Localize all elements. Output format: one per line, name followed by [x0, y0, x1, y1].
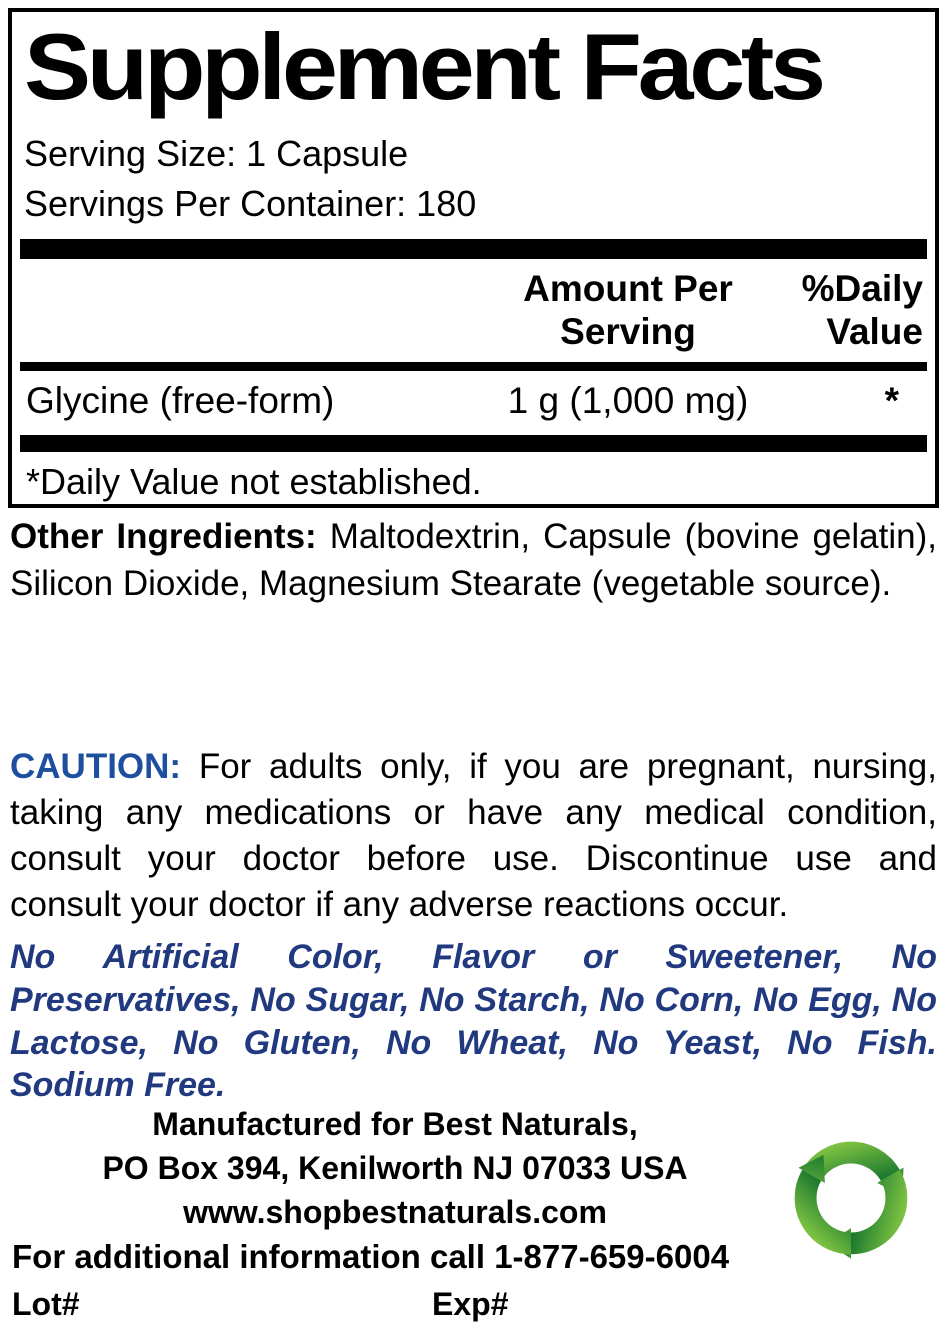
claims-paragraph: No Artificial Color, Flavor or Sweetener… — [10, 938, 937, 1105]
other-ingredients-label: Other Ingredients: — [10, 517, 317, 556]
servings-per-container: Servings Per Container: 180 — [24, 183, 477, 224]
caution-label: CAUTION: — [10, 747, 182, 786]
website-line: www.shopbestnaturals.com — [183, 1194, 607, 1231]
panel-title: Supplement Facts — [24, 14, 826, 119]
lot-exp-line: Lot# Exp# — [0, 1286, 947, 1323]
table-row: Glycine (free-form) 1 g (1,000 mg) * — [24, 371, 923, 435]
other-ingredients-paragraph: Other Ingredients: Maltodextrin, Capsule… — [10, 514, 937, 607]
manufacturer-line: Manufactured for Best Naturals, — [152, 1106, 638, 1142]
ingredient-daily-value: * — [884, 380, 899, 422]
address-line: PO Box 394, Kenilworth NJ 07033 USA — [102, 1150, 688, 1187]
column-header-dv-line1: %Daily — [801, 268, 923, 309]
column-header-amount: Amount Per Serving — [473, 268, 783, 353]
lot-label: Lot# — [12, 1286, 80, 1322]
recycle-icon — [767, 1100, 935, 1296]
caution-text: For adults only, if you are pregnant, nu… — [10, 747, 937, 924]
table-header-row: Amount Per Serving %Daily Value — [24, 268, 923, 353]
other-ingredients-text: Maltodextrin, Capsule (bovine gelatin), … — [10, 517, 937, 603]
footer: Manufactured for Best Naturals, PO Box 3… — [0, 1102, 947, 1323]
ingredient-name: Glycine (free-form) — [26, 380, 335, 422]
divider-thick-top — [20, 239, 927, 259]
header-spacer — [24, 268, 473, 353]
caution-paragraph: CAUTION: For adults only, if you are pre… — [10, 744, 937, 927]
divider-thin — [20, 362, 927, 372]
column-header-dv-line2: Value — [826, 310, 923, 352]
daily-value-footnote: *Daily Value not established. — [26, 461, 482, 503]
column-header-daily-value: %Daily Value — [783, 268, 923, 353]
serving-size: Serving Size: 1 Capsule — [24, 133, 409, 174]
column-header-amount-line1: Amount Per — [523, 268, 733, 309]
supplement-facts-panel: Supplement Facts Serving Size: 1 Capsule… — [8, 8, 939, 508]
exp-label: Exp# — [432, 1286, 509, 1322]
phone-line: For additional information call 1-877-65… — [12, 1238, 730, 1276]
ingredient-amount: 1 g (1,000 mg) — [507, 380, 749, 422]
column-header-amount-line2: Serving — [560, 310, 696, 352]
divider-thick-bottom — [20, 435, 927, 453]
